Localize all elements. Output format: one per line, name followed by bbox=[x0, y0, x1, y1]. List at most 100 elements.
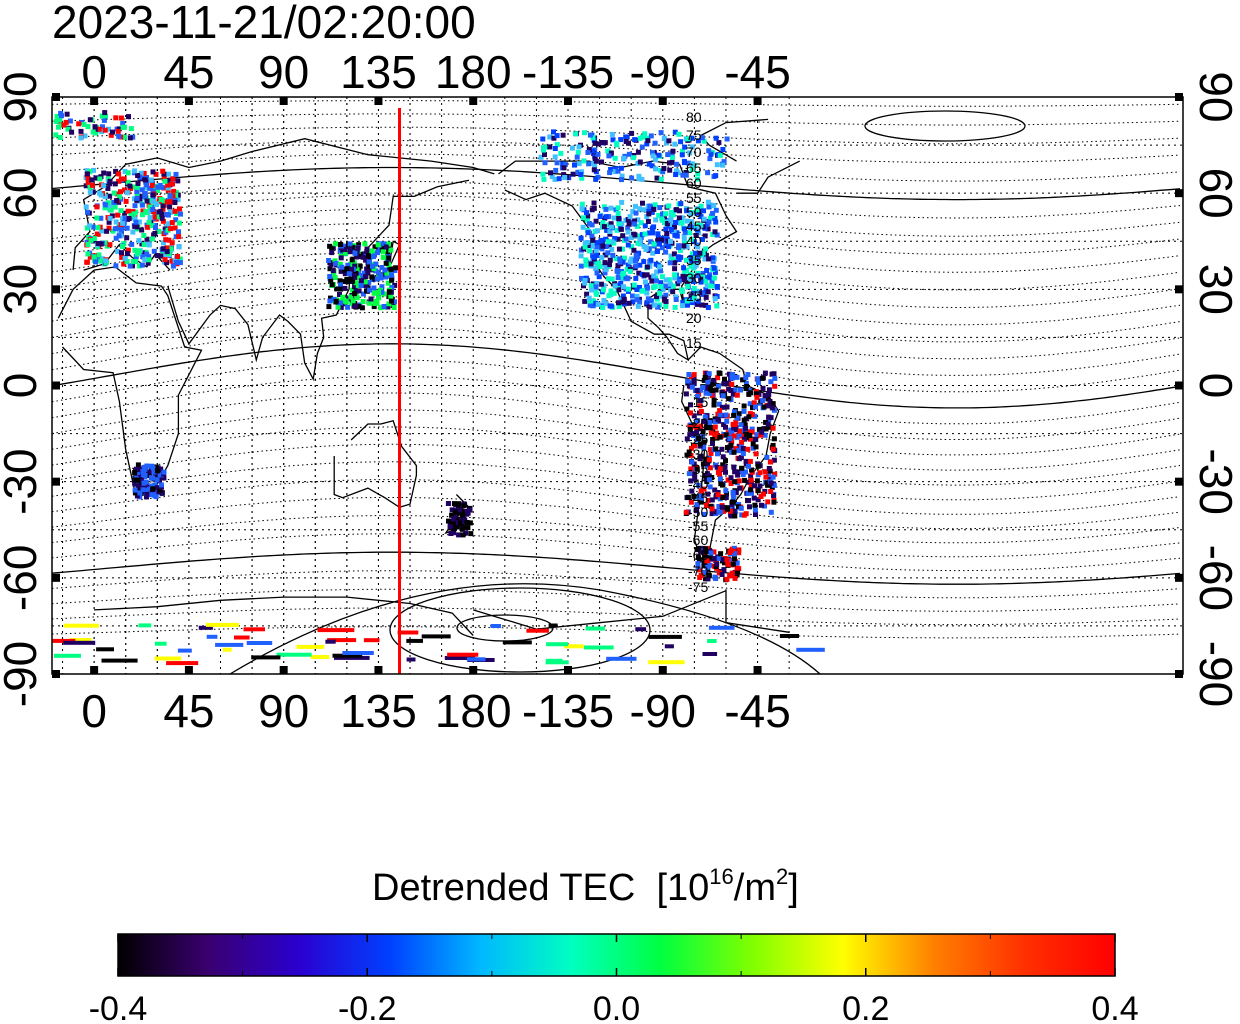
tec-pixel bbox=[111, 190, 117, 196]
tec-pixel bbox=[706, 371, 712, 377]
tec-pixel bbox=[108, 207, 114, 213]
tec-streak bbox=[546, 658, 563, 663]
tec-pixel bbox=[656, 152, 662, 158]
tec-pixel bbox=[137, 490, 143, 496]
tec-pixel bbox=[648, 257, 654, 263]
y-tick-label-left: -60 bbox=[0, 545, 46, 611]
tec-pixel bbox=[376, 295, 382, 301]
tec-pixel bbox=[369, 248, 375, 254]
tec-pixel bbox=[695, 418, 701, 424]
tec-pixel bbox=[173, 260, 179, 265]
tec-pixel bbox=[153, 171, 159, 177]
contour-label: 50 bbox=[686, 204, 702, 220]
tec-pixel bbox=[379, 289, 385, 295]
colorbar-tick-label: 0.2 bbox=[842, 990, 889, 1024]
tec-pixel bbox=[695, 138, 701, 144]
tec-pixel bbox=[635, 303, 641, 309]
tec-pixel bbox=[120, 243, 126, 249]
tec-pixel bbox=[360, 254, 366, 260]
tec-pixel bbox=[667, 281, 673, 287]
tec-pixel bbox=[766, 392, 772, 397]
tec-pixel bbox=[683, 172, 689, 178]
contour-label: -70 bbox=[688, 563, 708, 579]
tec-pixel bbox=[633, 203, 638, 209]
tec-pixel bbox=[698, 499, 704, 505]
tec-pixel bbox=[364, 249, 370, 255]
tec-pixel bbox=[706, 219, 712, 225]
tec-pixel bbox=[663, 226, 669, 232]
tec-pixel bbox=[594, 270, 600, 276]
tec-pixel bbox=[177, 256, 183, 262]
tec-pixel bbox=[663, 249, 669, 255]
tec-pixel bbox=[114, 191, 120, 197]
tec-pixel bbox=[676, 131, 682, 137]
tec-pixel bbox=[749, 429, 755, 435]
tec-pixel bbox=[463, 530, 469, 536]
tec-pixel bbox=[144, 182, 150, 188]
tec-pixel bbox=[101, 170, 107, 176]
tec-pixel bbox=[687, 230, 693, 236]
tec-pixel bbox=[712, 269, 718, 275]
tec-pixel bbox=[629, 244, 635, 250]
tec-pixel bbox=[669, 257, 674, 262]
tec-pixel bbox=[589, 243, 595, 249]
magnetic-contour bbox=[52, 409, 1181, 471]
tec-pixel bbox=[695, 561, 701, 567]
tec-pixel bbox=[672, 224, 677, 230]
tec-pixel bbox=[106, 126, 111, 132]
tec-pixel bbox=[694, 301, 700, 307]
tec-pixel bbox=[366, 300, 372, 306]
tec-pixel bbox=[551, 135, 557, 141]
tec-pixel bbox=[711, 275, 717, 281]
tec-pixel bbox=[85, 209, 90, 215]
tec-pixel bbox=[150, 486, 156, 492]
tec-pixel bbox=[746, 463, 751, 469]
tec-pixel bbox=[125, 247, 131, 253]
tec-pixel bbox=[711, 402, 717, 408]
tec-pixel bbox=[748, 483, 754, 489]
tec-pixel bbox=[739, 465, 745, 471]
tec-pixel bbox=[617, 256, 623, 262]
tec-pixel bbox=[688, 422, 694, 428]
tec-pixel bbox=[167, 178, 173, 183]
tec-pixel bbox=[645, 138, 651, 144]
magnetic-contour bbox=[52, 497, 1181, 544]
tec-pixel bbox=[126, 114, 131, 120]
tec-pixel bbox=[726, 396, 732, 402]
tec-pixel bbox=[686, 372, 692, 377]
y-tick-label-left: -90 bbox=[0, 641, 46, 707]
tec-pixel bbox=[694, 388, 700, 393]
tec-pixel bbox=[115, 128, 121, 134]
tec-pixel bbox=[692, 476, 698, 482]
tec-pixel bbox=[639, 176, 645, 182]
tec-pixel bbox=[659, 217, 665, 223]
tec-pixel bbox=[125, 170, 131, 176]
tec-pixel bbox=[586, 295, 592, 301]
tec-pixel bbox=[687, 224, 693, 229]
y-tick-label-right: 90 bbox=[1190, 71, 1240, 122]
tec-pixel bbox=[177, 206, 182, 212]
tec-pixel bbox=[694, 210, 700, 216]
colorbar-tick-label: 0.0 bbox=[593, 990, 640, 1024]
tec-pixel bbox=[716, 504, 722, 509]
tec-pixel bbox=[615, 168, 621, 174]
tec-pixel bbox=[364, 266, 370, 272]
colorbar-unit-close: ] bbox=[788, 867, 799, 909]
tec-pixel bbox=[691, 377, 697, 383]
tec-pixel bbox=[93, 259, 99, 265]
tec-pixel bbox=[699, 135, 705, 141]
tec-pixel bbox=[664, 221, 670, 226]
tec-pixel bbox=[668, 217, 674, 223]
tec-pixel bbox=[689, 167, 695, 172]
tec-pixel bbox=[78, 135, 84, 141]
tec-pixel bbox=[102, 127, 108, 133]
tec-pixel bbox=[738, 505, 744, 511]
tec-pixel bbox=[136, 248, 142, 254]
tec-pixel bbox=[753, 404, 758, 410]
tec-pixel bbox=[615, 211, 621, 216]
tec-pixel bbox=[123, 198, 129, 204]
tec-pixel bbox=[84, 168, 90, 174]
tec-pixel bbox=[631, 282, 637, 288]
tec-pixel bbox=[96, 252, 102, 258]
tec-pixel bbox=[642, 279, 648, 285]
